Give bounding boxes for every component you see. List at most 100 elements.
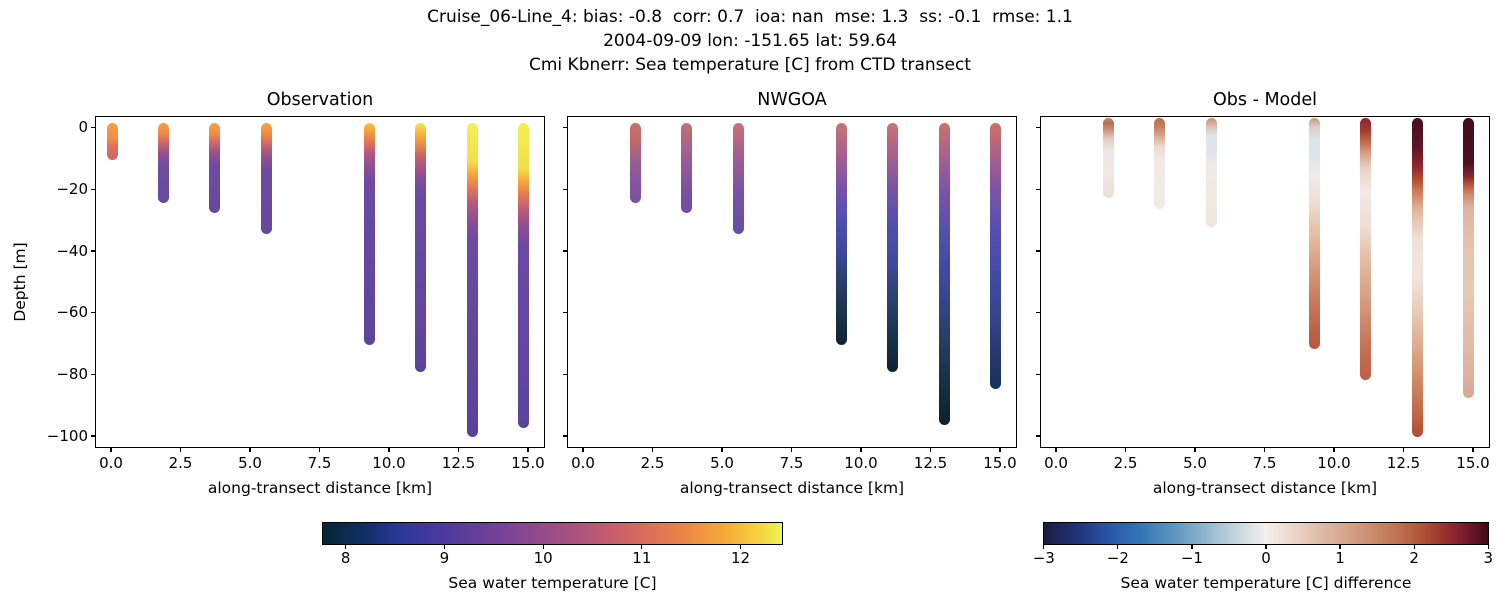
colorbar-tick — [1413, 545, 1415, 549]
x-tick-label: 10.0 — [372, 454, 406, 472]
ctd-cast-stripe — [681, 123, 693, 214]
ctd-cast-stripe — [887, 123, 899, 373]
colorbar-tick-label: 10 — [533, 549, 553, 567]
panel-title-obs-minus-model: Obs - Model — [1213, 90, 1317, 110]
x-tick-label: 0.0 — [571, 454, 595, 472]
x-axis-label-obs-minus-model: along-transect distance [km] — [1152, 479, 1378, 497]
x-tick-label: 0.0 — [1044, 454, 1068, 472]
colorbar-difference: Sea water temperature [C] difference −3 −… — [1033, 0, 1493, 600]
x-tick-label: 2.5 — [640, 454, 665, 472]
y-tick — [1036, 373, 1040, 375]
x-tick — [1333, 448, 1335, 452]
figure-title-line2: 2004-09-09 lon: -151.65 lat: 59.64 — [603, 31, 897, 51]
x-tick-label: 7.5 — [1252, 454, 1277, 472]
x-tick-label: 2.5 — [1113, 454, 1138, 472]
x-axis-label-nwgoa: along-transect distance [km] — [679, 479, 905, 497]
ctd-cast-stripe — [1308, 118, 1320, 350]
y-tick — [1036, 435, 1040, 437]
y-tick-label: −20 — [56, 179, 88, 198]
x-tick — [860, 448, 862, 452]
x-tick-label: 7.5 — [779, 454, 804, 472]
colorbar-tick-label: 12 — [731, 549, 751, 567]
y-tick — [1036, 188, 1040, 190]
x-tick-label: 12.5 — [1386, 454, 1421, 472]
colorbar-tick — [1487, 545, 1489, 549]
ctd-cast-stripe — [157, 123, 169, 203]
ctd-cast-stripe — [466, 123, 478, 437]
colorbar-tick — [542, 545, 544, 549]
x-tick-label: 12.5 — [441, 454, 476, 472]
colorbar-difference-gradient — [1043, 522, 1489, 545]
y-tick — [1036, 250, 1040, 252]
y-tick — [91, 312, 95, 314]
y-tick — [563, 188, 567, 190]
colorbar-tick-label: 2 — [1409, 549, 1419, 567]
colorbar-tick — [1043, 545, 1045, 549]
x-axis-label-observation: along-transect distance [km] — [207, 479, 433, 497]
y-tick — [91, 127, 95, 129]
x-tick-label: 10.0 — [844, 454, 878, 472]
panel-title-observation: Observation — [266, 90, 374, 110]
colorbar-tick — [739, 545, 742, 549]
ctd-cast-stripe — [209, 123, 221, 214]
colorbar-temperature-label: Sea water temperature [C] — [448, 574, 657, 592]
colorbar-tick-label: −2 — [1106, 549, 1129, 567]
colorbar-tick — [1265, 545, 1267, 549]
plot-area-nwgoa — [567, 116, 1017, 448]
y-tick — [563, 312, 567, 314]
x-tick — [1124, 448, 1127, 452]
ctd-cast-stripe — [1360, 118, 1372, 380]
colorbar-tick — [641, 545, 643, 549]
colorbar-tick-label: 0 — [1261, 549, 1271, 567]
panel-observation: Observation along-transect distance [km]… — [47, 0, 545, 600]
colorbar-tick-label: 9 — [439, 549, 450, 567]
colorbar-tick — [443, 545, 445, 549]
ctd-cast-stripe — [835, 123, 847, 345]
y-tick — [563, 373, 567, 375]
x-tick-label: 5.0 — [1183, 454, 1207, 472]
colorbar-difference-label: Sea water temperature [C] difference — [1120, 574, 1412, 592]
colorbar-temperature-gradient — [322, 522, 783, 545]
colorbar-tick — [1117, 545, 1119, 549]
x-tick — [1263, 448, 1266, 452]
x-tick — [721, 448, 723, 452]
y-tick — [91, 373, 95, 375]
x-tick — [790, 448, 793, 452]
ctd-cast-stripe — [1154, 118, 1166, 209]
ctd-cast-stripe — [363, 123, 375, 345]
x-tick — [1472, 448, 1474, 452]
y-tick — [563, 127, 567, 129]
x-tick — [179, 448, 182, 452]
x-tick — [929, 448, 932, 452]
panel-obs-minus-model: Obs - Model along-transect distance [km]… — [1036, 0, 1490, 600]
colorbar-tick-label: −3 — [1032, 549, 1055, 567]
figure-title-line3: Cmi Kbnerr: Sea temperature [C] from CTD… — [529, 55, 971, 75]
x-tick-label: 5.0 — [710, 454, 734, 472]
x-tick — [1194, 448, 1196, 452]
plot-area-obs-minus-model — [1040, 116, 1490, 448]
x-tick — [1402, 448, 1405, 452]
panel-nwgoa: NWGOA along-transect distance [km] 0.0 2.… — [563, 0, 1017, 600]
ctd-cast-stripe — [1411, 118, 1423, 437]
ctd-cast-stripe — [260, 123, 272, 234]
y-tick — [91, 250, 95, 252]
colorbar-temperature: Sea water temperature [C] 8 9 10 11 12 — [322, 0, 783, 600]
x-tick — [249, 448, 251, 452]
ctd-cast-stripe — [1102, 118, 1114, 199]
x-tick — [1055, 448, 1057, 452]
x-tick — [527, 448, 529, 452]
colorbar-tick-label: 1 — [1335, 549, 1345, 567]
colorbar-tick-label: 8 — [340, 549, 351, 567]
x-tick-label: 15.0 — [1456, 454, 1490, 472]
x-tick-label: 10.0 — [1317, 454, 1351, 472]
ctd-cast-stripe — [938, 123, 950, 425]
colorbar-tick-label: 3 — [1483, 549, 1494, 567]
x-tick-label: 7.5 — [307, 454, 332, 472]
x-tick-label: 5.0 — [238, 454, 262, 472]
x-tick-label: 15.0 — [511, 454, 545, 472]
ctd-cast-stripe — [1205, 118, 1217, 228]
ctd-cast-stripe — [517, 123, 529, 428]
x-tick — [582, 448, 584, 452]
x-tick — [999, 448, 1001, 452]
figure-title-line1: Cruise_06-Line_4: bias: -0.8 corr: 0.7 i… — [427, 7, 1073, 27]
